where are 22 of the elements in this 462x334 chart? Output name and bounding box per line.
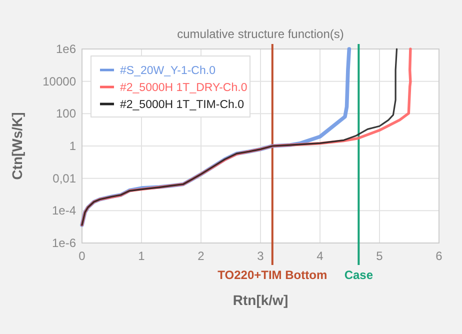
x-tick-label: 2 [198,249,205,263]
y-tick-label: 100 [56,106,76,121]
legend-label: #S_20W_Y-1-Ch.0 [120,65,216,77]
y-tick-label: 1e6 [56,42,76,56]
y-axis-title: Ctn[Ws/K] [9,112,25,180]
y-tick-label: 1 [69,139,76,153]
chart-title: cumulative structure function(s) [177,27,344,41]
x-tick-label: 1 [138,249,146,263]
x-tick-label: 6 [436,249,443,263]
legend-label: #2_5000H 1T_DRY-Ch.0 [120,82,248,94]
y-tick-label: 0,01 [52,171,76,186]
x-tick-label: 3 [257,249,264,263]
x-tick-label: 5 [376,249,384,263]
y-tick-label: 10000 [42,74,76,88]
x-axis-title: Rtn[k/w] [232,292,288,308]
y-tick-label: 1e-4 [52,204,76,218]
y-tick-label: 1e-6 [52,236,76,250]
ref-line-label: Case [344,268,374,282]
legend-label: #2_5000H 1T_TIM-Ch.0 [120,99,244,111]
x-tick-label: 4 [316,249,324,263]
ref-line-label: TO220+TIM Bottom [218,268,328,282]
x-tick-label: 0 [78,249,86,263]
